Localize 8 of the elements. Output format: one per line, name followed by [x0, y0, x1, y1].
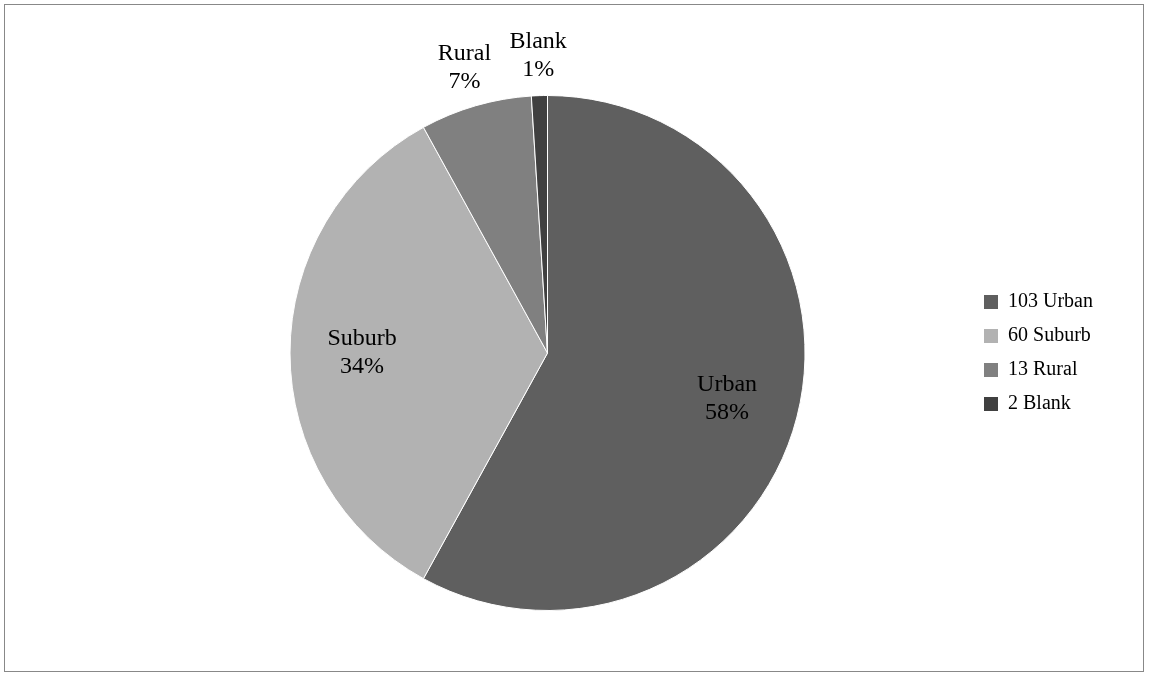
- legend-label: 60 Suburb: [1008, 323, 1091, 346]
- legend-label: 2 Blank: [1008, 391, 1071, 414]
- data-label: Blank 1%: [509, 26, 567, 81]
- legend-label: 13 Rural: [1008, 357, 1078, 380]
- data-label: Rural 7%: [437, 38, 492, 93]
- legend-label: 103 Urban: [1008, 289, 1093, 312]
- data-label: Suburb 34%: [327, 324, 397, 379]
- data-label: Urban 58%: [697, 370, 758, 425]
